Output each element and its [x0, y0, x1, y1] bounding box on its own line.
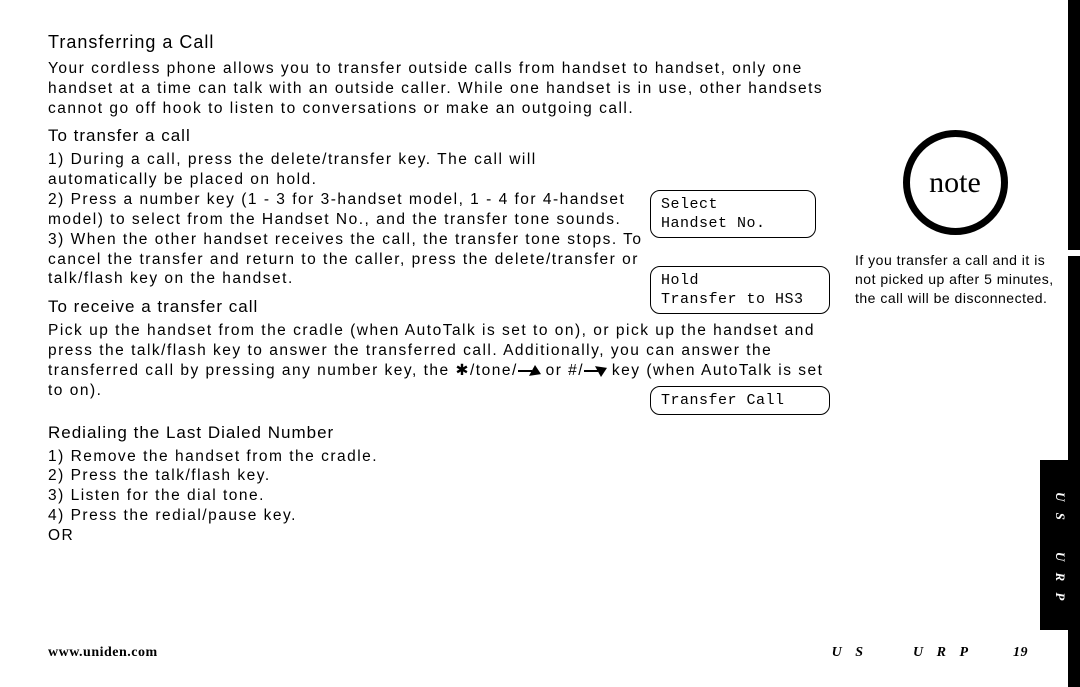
note-label: note	[929, 166, 981, 200]
arrow-up-icon	[518, 366, 540, 376]
note-sidebar: note If you transfer a call and it is no…	[855, 130, 1055, 308]
key-talk-flash: talk/flash	[48, 270, 124, 287]
redial-step-4: 4) Press the redial/pause key.	[48, 506, 838, 526]
transfer-intro: Your cordless phone allows you to transf…	[48, 59, 838, 118]
manual-page: Transferring a Call Your cordless phone …	[0, 0, 1080, 687]
lcd-line: Select	[661, 196, 718, 213]
transfer-step-1: 1) During a call, press the delete/trans…	[48, 150, 638, 190]
lcd-select-handset: Select Handset No.	[650, 190, 816, 238]
key-talk-flash: talk/flash	[155, 467, 231, 484]
lcd-line: Transfer Call	[661, 392, 785, 409]
page-footer: www.uniden.com U S U R P 19	[48, 645, 1028, 661]
edge-bar-break	[1068, 250, 1080, 256]
lcd-transfer-call: Transfer Call	[650, 386, 830, 415]
t: key.	[258, 507, 297, 524]
section-title-redial: Redialing the Last Dialed Number	[48, 423, 838, 443]
lcd-line: Handset No.	[661, 215, 766, 232]
text: key on the handset.	[124, 270, 294, 287]
transfer-step-2: 2) Press a number key (1 - 3 for 3-hands…	[48, 190, 638, 230]
vertical-tab: U S U R P	[1040, 460, 1068, 630]
t: or #/	[540, 362, 584, 379]
redial-step-1: 1) Remove the handset from the cradle.	[48, 447, 838, 467]
lcd-line: Hold	[661, 272, 699, 289]
t: 4) Press the	[48, 507, 155, 524]
lcd-line: Transfer to HS3	[661, 291, 804, 308]
footer-url: www.uniden.com	[48, 645, 158, 660]
section-title-transferring: Transferring a Call	[48, 32, 838, 53]
edge-bar	[1068, 0, 1080, 687]
redial-step-3: 3) Listen for the dial tone.	[48, 486, 838, 506]
key-talk-flash: talk/flash	[131, 342, 207, 359]
note-text: If you transfer a call and it is not pic…	[855, 251, 1055, 308]
arrow-down-icon	[584, 366, 606, 376]
vtab-line: U S	[1053, 492, 1068, 524]
text: or	[616, 251, 639, 268]
key-redial-pause: redial/pause	[155, 507, 257, 524]
vtab-line: U R P	[1053, 552, 1068, 605]
t: /tone/	[470, 362, 518, 379]
t: 2) Press the	[48, 467, 155, 484]
transfer-step-3: 3) When the other handset receives the c…	[48, 230, 688, 289]
key-delete-transfer: delete/transfer	[495, 251, 617, 268]
footer-page-number: 19	[1013, 645, 1028, 661]
star-icon: ✱	[455, 362, 470, 379]
footer-cat2: U R P	[913, 645, 973, 661]
t: key.	[232, 467, 271, 484]
footer-cat1: U S	[832, 645, 868, 661]
redial-step-2: 2) Press the talk/flash key.	[48, 466, 838, 486]
text: 1) During a call, press the	[48, 151, 271, 168]
subsection-to-transfer: To transfer a call	[48, 126, 838, 146]
redial-or: OR	[48, 526, 838, 546]
lcd-hold-transfer: Hold Transfer to HS3	[650, 266, 830, 314]
note-icon: note	[903, 130, 1008, 235]
key-delete-transfer: delete/transfer	[271, 151, 393, 168]
